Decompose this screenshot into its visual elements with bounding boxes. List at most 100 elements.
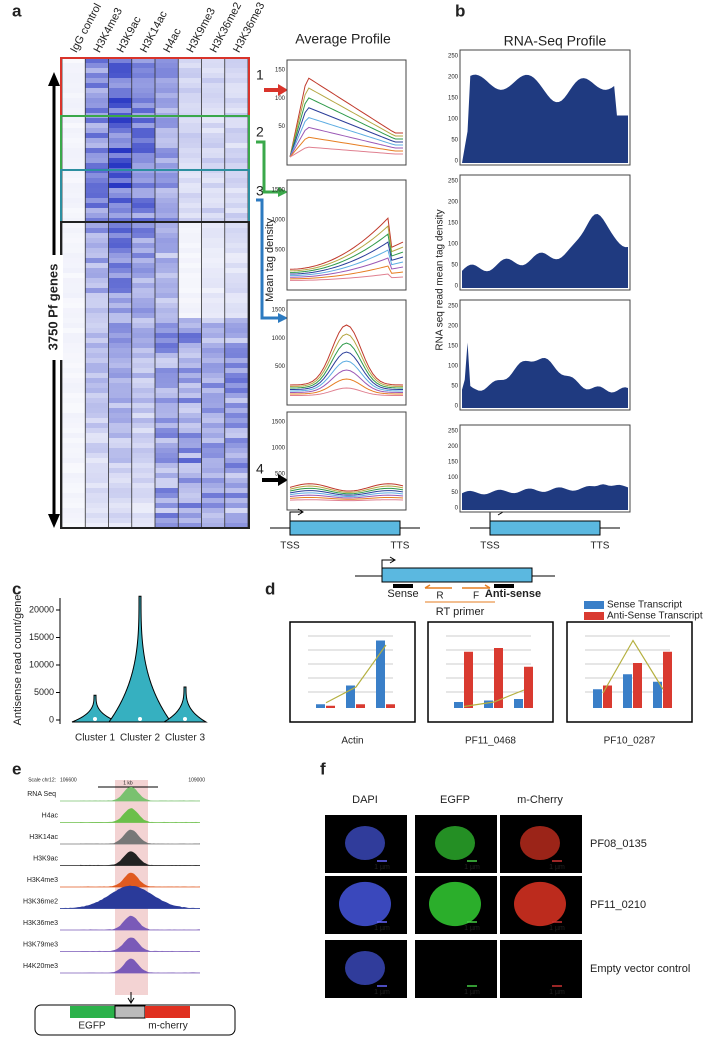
heatmap-cell [201,343,226,349]
violin [162,686,208,723]
heatmap-cell [201,388,226,394]
heatmap-cell [178,98,202,104]
heatmap-cell [131,253,156,259]
heatmap-cell [131,278,156,284]
track-label: H4K20me3 [23,963,58,970]
heatmap-cell [108,188,133,194]
heatmap-cell [108,398,133,404]
heatmap-cell [201,438,226,444]
heatmap-cell [224,178,249,184]
heatmap-cell [108,443,133,449]
heatmap-cell [131,123,156,129]
heatmap-cell [131,443,156,449]
primer-title: RT primer [436,606,485,618]
heatmap-cell [201,68,226,74]
heatmap-cell [178,483,202,489]
legend-label: Anti-Sense Transcript [607,611,703,622]
panel-label: d [265,579,275,598]
profile-curve [289,217,404,270]
heatmap-cell [108,393,133,399]
heatmap-cell [108,368,133,374]
heatmap-cell [85,413,109,419]
heatmap-cell [155,448,179,454]
heatmap-cell [131,223,156,229]
heatmap-cell [178,368,202,374]
heatmap-cell [155,343,179,349]
heatmap-cell [85,238,109,244]
heatmap-cell [155,103,179,109]
heatmap-cell [178,458,202,464]
heatmap-cell [224,343,249,349]
heatmap-cell [131,188,156,194]
heatmap-cell [85,358,109,364]
heatmap-cell [155,238,179,244]
gene-body [489,520,601,536]
profile-curve [289,485,404,493]
heatmap-cell [201,338,226,344]
heatmap-cell [201,393,226,399]
heatmap-cell [131,323,156,329]
heatmap-cell [224,68,249,74]
track-signal [80,958,200,973]
profile-curve [289,77,403,158]
heatmap-cell [131,518,156,524]
bar [663,651,672,708]
heatmap-cell [155,63,179,69]
heatmap-cell [131,383,156,389]
heatmap-cell [178,298,202,304]
heatmap-cell [155,243,179,249]
heatmap-cell [155,253,179,259]
heatmap-cell [108,73,133,79]
heatmap-cell [224,198,249,204]
heatmap-cell [178,88,202,94]
heatmap-cell [201,93,226,99]
legend-label: Sense Transcript [607,600,682,611]
heatmap-cell [62,508,86,514]
heatmap-cell [108,293,133,299]
heatmap-cell [201,58,226,64]
tick-label: 250 [448,304,459,310]
arrow [256,198,280,320]
profile-curve [289,333,404,387]
profile-curve [289,233,404,273]
heatmap-cell [178,303,202,309]
heatmap-cell [131,158,156,164]
heatmap-cell [62,273,86,279]
heatmap-cell [201,428,226,434]
heatmap-cell [131,348,156,354]
heatmap-cell [108,88,133,94]
tick-label: 50 [451,490,458,496]
heatmap-cell [178,93,202,99]
track-signal [80,872,200,887]
heatmap-cell [224,103,249,109]
heatmap-cell [201,133,226,139]
heatmap-cell [155,228,179,234]
heatmap-cell [224,443,249,449]
heatmap-cell [108,273,133,279]
construct-label: EGFP [78,1021,106,1032]
heatmap-cell [85,428,109,434]
heatmap-cell [108,148,133,154]
heatmap-cell [85,148,109,154]
heatmap-cell [224,98,249,104]
heatmap-cell [85,488,109,494]
heatmap-cell [155,258,179,264]
heatmap-cell [62,213,86,219]
heatmap-cell [108,408,133,414]
cluster-number: 1 [256,67,264,83]
trend-line [463,689,525,708]
scale-bar-label: 1 µm [464,864,480,871]
tick-label: 50 [451,138,458,144]
heatmap-cell [201,183,226,189]
heatmap-cell [178,218,202,224]
profile-curve [289,324,404,386]
heatmap-cell [155,478,179,484]
rnaseq-area [462,342,628,408]
heatmap-cell [131,268,156,274]
heatmap-cell [155,58,179,64]
heatmap-cell [85,283,109,289]
heatmap-cell [85,443,109,449]
trend-line [602,639,664,694]
heatmap-cell [108,98,133,104]
heatmap-cell [62,388,86,394]
